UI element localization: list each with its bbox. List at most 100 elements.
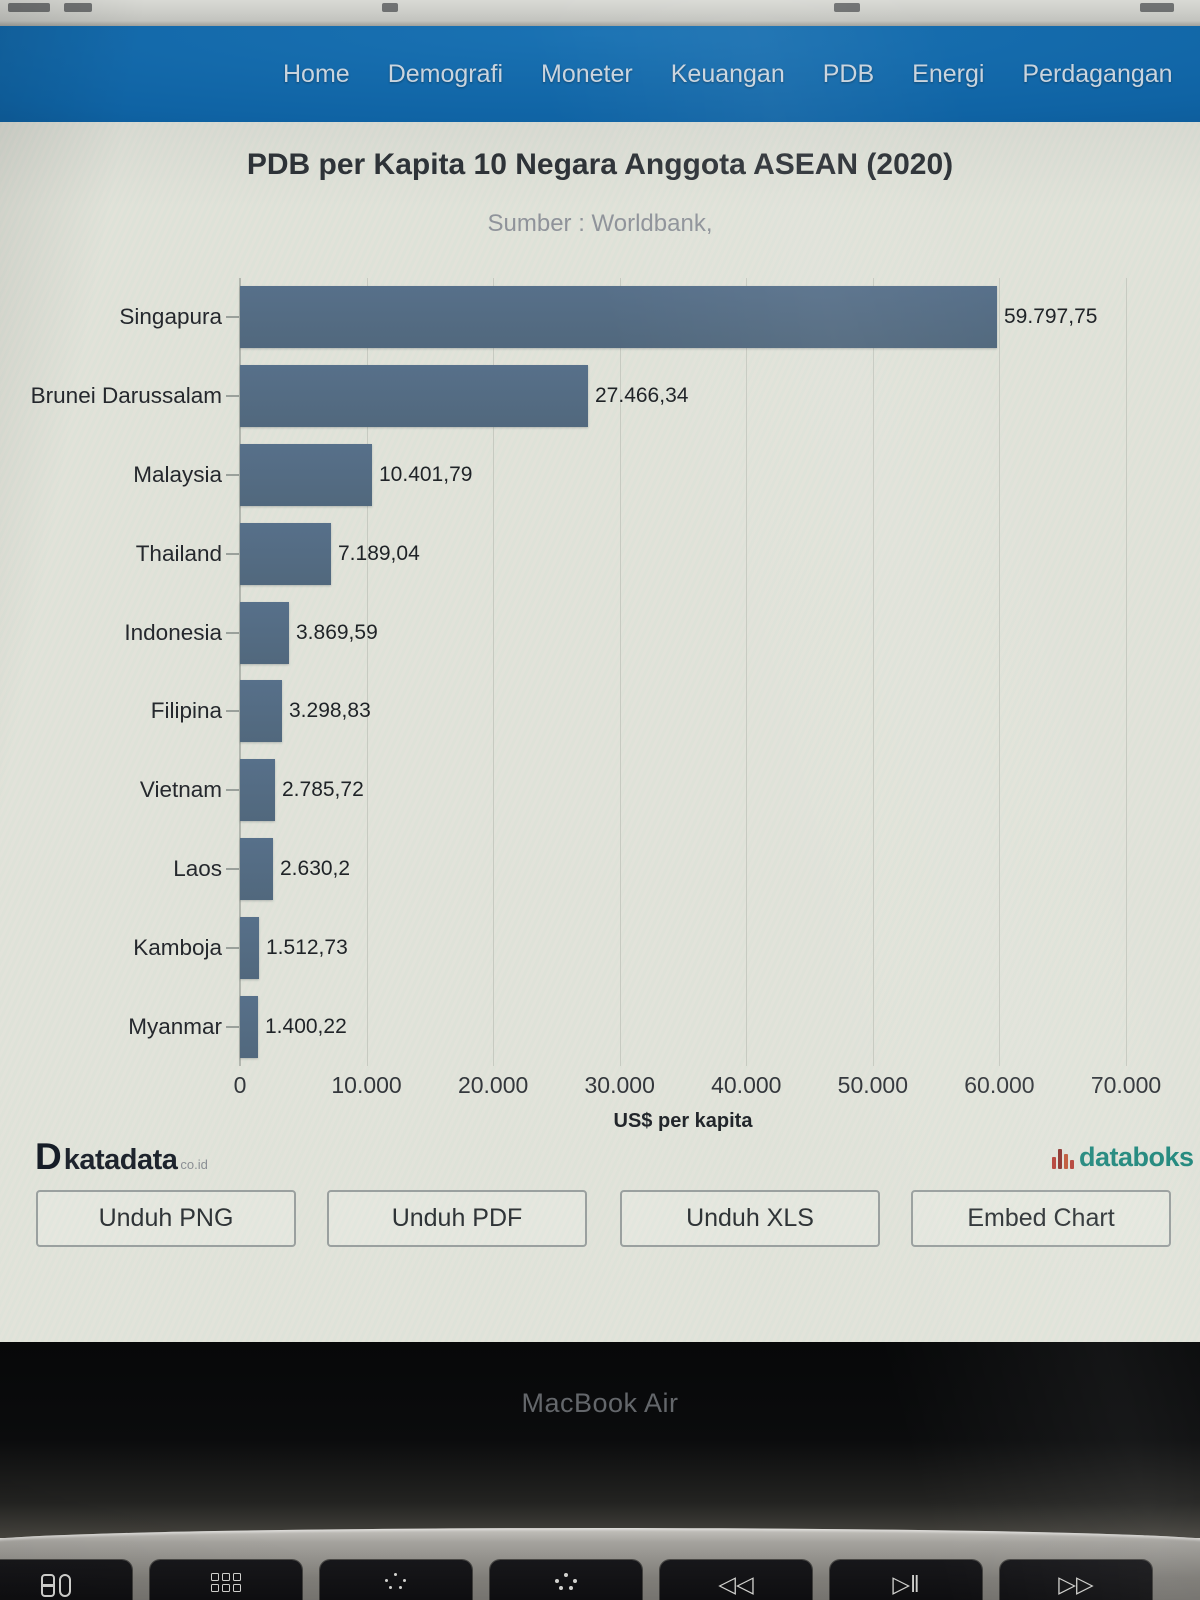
unduh-png-button[interactable]: Unduh PNG xyxy=(36,1190,296,1247)
category-tick xyxy=(226,868,239,870)
fast-forward-icon: ▷▷ xyxy=(1058,1571,1094,1597)
site-navbar: Home Demografi Moneter Keuangan PDB Energi Per… xyxy=(0,26,1200,122)
launchpad-icon xyxy=(211,1573,241,1592)
value-label: 3.869,59 xyxy=(296,620,378,644)
unduh-pdf-button[interactable]: Unduh PDF xyxy=(327,1190,587,1247)
katadata-wordmark: katadata xyxy=(63,1144,178,1176)
category-label-myanmar: Myanmar xyxy=(128,1013,222,1039)
browser-toolbar-sliver xyxy=(0,0,1200,26)
x-tick-10.000: 10.000 xyxy=(331,1072,402,1098)
rewind-key: ◁◁ xyxy=(660,1560,812,1600)
embed-chart-button[interactable]: Embed Chart xyxy=(911,1190,1171,1247)
databoks-bars-icon xyxy=(1052,1147,1074,1169)
keyboard-backlight-dim-icon xyxy=(382,1573,410,1593)
gridline xyxy=(619,278,621,1066)
value-label: 3.298,83 xyxy=(289,699,371,723)
databoks-logo[interactable]: databoks xyxy=(1052,1142,1194,1173)
value-label: 27.466,34 xyxy=(595,384,689,408)
x-tick-30.000: 30.000 xyxy=(584,1072,655,1098)
katadata-logo[interactable]: D katadata co.id xyxy=(35,1136,208,1177)
gridline xyxy=(872,278,874,1066)
category-label-laos: Laos xyxy=(173,855,222,881)
category-tick xyxy=(226,789,239,792)
nav-item-moneter[interactable]: Moneter xyxy=(541,59,633,88)
nav-item-keuangan[interactable]: Keuangan xyxy=(670,59,785,88)
x-tick-0: 0 xyxy=(233,1072,247,1098)
bar-thailand[interactable] xyxy=(240,522,331,585)
x-tick-60.000: 60.000 xyxy=(964,1072,1035,1098)
chart-title: PDB per Kapita 10 Negara Anggota ASEAN (… xyxy=(246,148,954,181)
category-tick xyxy=(226,395,239,398)
keyboard-backlight-bright-key xyxy=(490,1560,642,1600)
toolbar-artifact xyxy=(382,3,398,12)
category-label-kamboja: Kamboja xyxy=(133,934,222,960)
category-label-malaysia: Malaysia xyxy=(133,461,222,487)
category-label-vietnam: Vietnam xyxy=(139,777,222,803)
toolbar-artifact xyxy=(1140,3,1174,12)
value-label: 7.189,04 xyxy=(338,541,420,565)
category-tick xyxy=(226,552,239,555)
page-content: PDB per Kapita 10 Negara Anggota ASEAN (… xyxy=(0,122,1200,1342)
category-label-filipina: Filipina xyxy=(150,698,222,724)
gridline xyxy=(1126,278,1127,1066)
value-label: 2.630,2 xyxy=(280,856,351,880)
category-label-indonesia: Indonesia xyxy=(124,619,222,645)
nav-item-perdagangan[interactable]: Perdagangan xyxy=(1022,59,1173,88)
x-tick-50.000: 50.000 xyxy=(837,1072,909,1098)
value-label: 1.400,22 xyxy=(265,1014,347,1038)
katadata-d-mark-icon: D xyxy=(35,1136,62,1177)
nav-item-home[interactable]: Home xyxy=(283,59,350,88)
databoks-wordmark: databoks xyxy=(1079,1142,1194,1172)
bar-singapura[interactable] xyxy=(240,286,997,349)
bar-myanmar[interactable] xyxy=(240,995,258,1058)
keyboard-backlight-dim-key xyxy=(320,1560,472,1600)
x-tick-40.000: 40.000 xyxy=(711,1072,782,1098)
gridline xyxy=(999,278,1001,1066)
category-tick xyxy=(226,710,239,713)
x-axis-label: US$ per kapita xyxy=(613,1110,753,1132)
category-tick xyxy=(226,474,239,476)
function-key-row: ◁◁ ▷‖ ▷▷ xyxy=(0,1560,1200,1600)
category-label-brunei-darussalam: Brunei Darussalam xyxy=(30,383,222,409)
bar-vietnam[interactable] xyxy=(240,759,275,822)
gridline xyxy=(746,278,748,1066)
toolbar-artifact xyxy=(64,3,92,12)
value-label: 2.785,72 xyxy=(282,778,364,802)
nav-item-energi[interactable]: Energi xyxy=(912,59,985,88)
category-label-singapura: Singapura xyxy=(119,304,222,330)
bar-chart-plot-area: Singapura 59.797,75 Brunei Darussalam 27.46… xyxy=(0,278,1200,1066)
mission-control-icon xyxy=(41,1573,71,1597)
play-pause-key: ▷‖ xyxy=(830,1560,982,1600)
rewind-icon: ◁◁ xyxy=(718,1571,754,1597)
nav-item-pdb[interactable]: PDB xyxy=(822,59,875,88)
y-axis-line xyxy=(239,278,241,1066)
toolbar-artifact xyxy=(834,3,860,12)
bar-brunei-darussalam[interactable] xyxy=(240,365,588,428)
bar-filipina[interactable] xyxy=(240,680,282,743)
bar-indonesia[interactable] xyxy=(240,601,289,664)
launchpad-key xyxy=(150,1560,302,1600)
unduh-xls-button[interactable]: Unduh XLS xyxy=(620,1190,880,1247)
gridline xyxy=(493,278,495,1066)
bar-kamboja[interactable] xyxy=(240,916,259,979)
category-label-thailand: Thailand xyxy=(135,540,222,566)
value-label: 59.797,75 xyxy=(1004,305,1098,329)
keyboard-backlight-bright-icon xyxy=(552,1573,580,1593)
category-tick xyxy=(226,946,239,949)
bar-malaysia[interactable] xyxy=(240,444,372,506)
nav-item-demografi[interactable]: Demografi xyxy=(387,59,504,88)
bar-laos[interactable] xyxy=(240,838,273,900)
gridline xyxy=(366,278,368,1066)
chart-source-subtitle: Sumber : Worldbank, xyxy=(487,210,713,237)
fast-forward-key: ▷▷ xyxy=(1000,1560,1152,1600)
x-tick-20.000: 20.000 xyxy=(457,1072,529,1098)
category-tick xyxy=(226,316,239,319)
macbook-air-label: MacBook Air xyxy=(521,1388,679,1418)
x-axis-ticks: 0 10.000 20.000 30.000 40.000 50.000 60.000 70.… xyxy=(0,1072,1200,1102)
value-label: 1.512,73 xyxy=(266,935,348,959)
category-tick xyxy=(226,631,239,634)
toolbar-artifact xyxy=(8,3,50,12)
play-pause-icon: ▷‖ xyxy=(892,1571,920,1597)
mission-control-key xyxy=(0,1560,132,1600)
